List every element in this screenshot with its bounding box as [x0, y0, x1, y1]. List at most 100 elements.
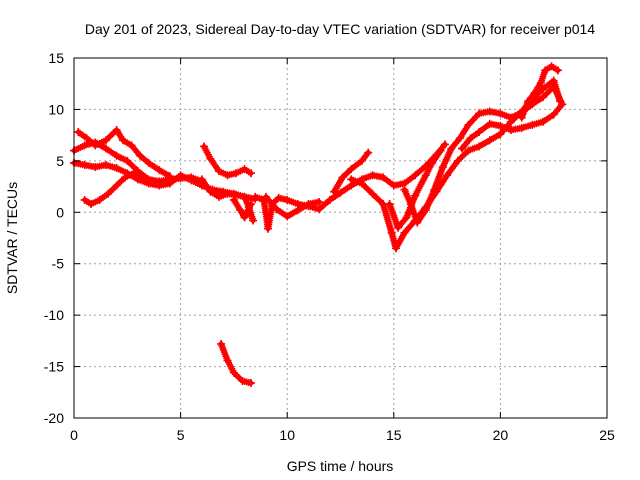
data-point: [485, 107, 494, 116]
data-point: [496, 130, 505, 139]
data-point: [539, 117, 548, 126]
data-point: [436, 146, 445, 155]
data-point: [165, 172, 174, 181]
series-track-7: [229, 195, 255, 222]
data-point: [347, 165, 356, 174]
data-point: [304, 200, 313, 209]
data-point: [261, 192, 270, 201]
data-point: [206, 187, 215, 196]
data-point: [101, 136, 110, 145]
data-point: [338, 173, 347, 182]
data-point: [238, 376, 247, 385]
data-point: [389, 181, 398, 190]
data-point: [549, 110, 558, 119]
data-point: [91, 141, 100, 150]
data-point: [95, 195, 104, 204]
data-series: [70, 62, 567, 388]
data-point: [421, 206, 430, 215]
data-point: [528, 120, 537, 129]
data-point: [357, 156, 366, 165]
data-point: [507, 113, 516, 122]
data-point: [368, 189, 377, 198]
y-tick-label: -5: [52, 256, 65, 272]
data-point: [101, 144, 110, 153]
data-point: [127, 141, 136, 150]
x-tick-label: 10: [279, 427, 295, 443]
data-point: [283, 212, 292, 221]
y-tick-label: -15: [44, 359, 64, 375]
data-point: [206, 154, 215, 163]
data-point: [315, 198, 324, 206]
data-point: [475, 128, 484, 137]
data-point: [453, 156, 462, 165]
data-point: [325, 195, 334, 204]
data-point: [400, 228, 409, 237]
data-point: [413, 218, 422, 227]
series-track-16: [217, 339, 255, 388]
data-point: [123, 156, 132, 165]
data-point: [251, 192, 260, 201]
data-point: [330, 187, 339, 196]
data-point: [283, 195, 292, 204]
data-point: [507, 126, 516, 134]
y-tick-label: 10: [48, 101, 64, 117]
data-point: [496, 121, 505, 130]
data-point: [80, 141, 89, 150]
data-point: [293, 206, 302, 215]
data-point: [104, 189, 113, 198]
data-point: [223, 189, 232, 198]
series-track-4: [80, 169, 147, 209]
data-point: [136, 151, 145, 160]
x-tick-label: 0: [70, 427, 78, 443]
data-point: [357, 179, 366, 188]
data-point: [536, 78, 545, 87]
data-point: [214, 167, 223, 176]
data-point: [144, 179, 153, 188]
data-point: [112, 151, 121, 160]
data-point: [155, 181, 164, 190]
data-point: [74, 128, 83, 137]
data-point: [539, 84, 548, 93]
data-point: [82, 134, 91, 143]
data-point: [112, 181, 121, 190]
data-point: [430, 185, 439, 194]
data-point: [440, 140, 449, 149]
data-point: [232, 190, 241, 199]
data-point: [385, 200, 394, 209]
data-point: [466, 134, 475, 143]
data-point: [553, 66, 562, 75]
data-point: [176, 171, 185, 180]
data-point: [80, 160, 89, 169]
data-point: [558, 100, 567, 109]
data-point: [138, 174, 147, 183]
data-point: [428, 158, 437, 167]
y-tick-label: 0: [56, 204, 64, 220]
series-track-12: [385, 146, 445, 232]
data-point: [240, 165, 249, 174]
series-track-9: [261, 192, 324, 221]
data-point: [464, 120, 473, 129]
data-point: [261, 208, 270, 217]
y-tick-label: -10: [44, 307, 64, 323]
data-point: [530, 88, 539, 97]
data-point: [246, 200, 255, 209]
data-point: [379, 173, 388, 182]
data-point: [223, 171, 232, 180]
axis-ticks: 0 5 10 15 20 25 -20 -15 -10 -5 0 5 10 15: [44, 50, 615, 443]
data-point: [387, 228, 396, 237]
data-point: [214, 192, 223, 201]
x-tick-label: 5: [177, 427, 185, 443]
data-point: [121, 173, 130, 182]
data-point: [315, 205, 324, 214]
data-point: [246, 169, 255, 178]
data-point: [129, 169, 138, 178]
data-point: [223, 356, 232, 365]
data-point: [144, 158, 153, 167]
data-point: [112, 126, 121, 134]
x-tick-label: 15: [386, 427, 402, 443]
data-point: [119, 136, 128, 145]
data-point: [246, 379, 255, 388]
x-tick-label: 25: [599, 427, 615, 443]
data-point: [464, 146, 473, 155]
